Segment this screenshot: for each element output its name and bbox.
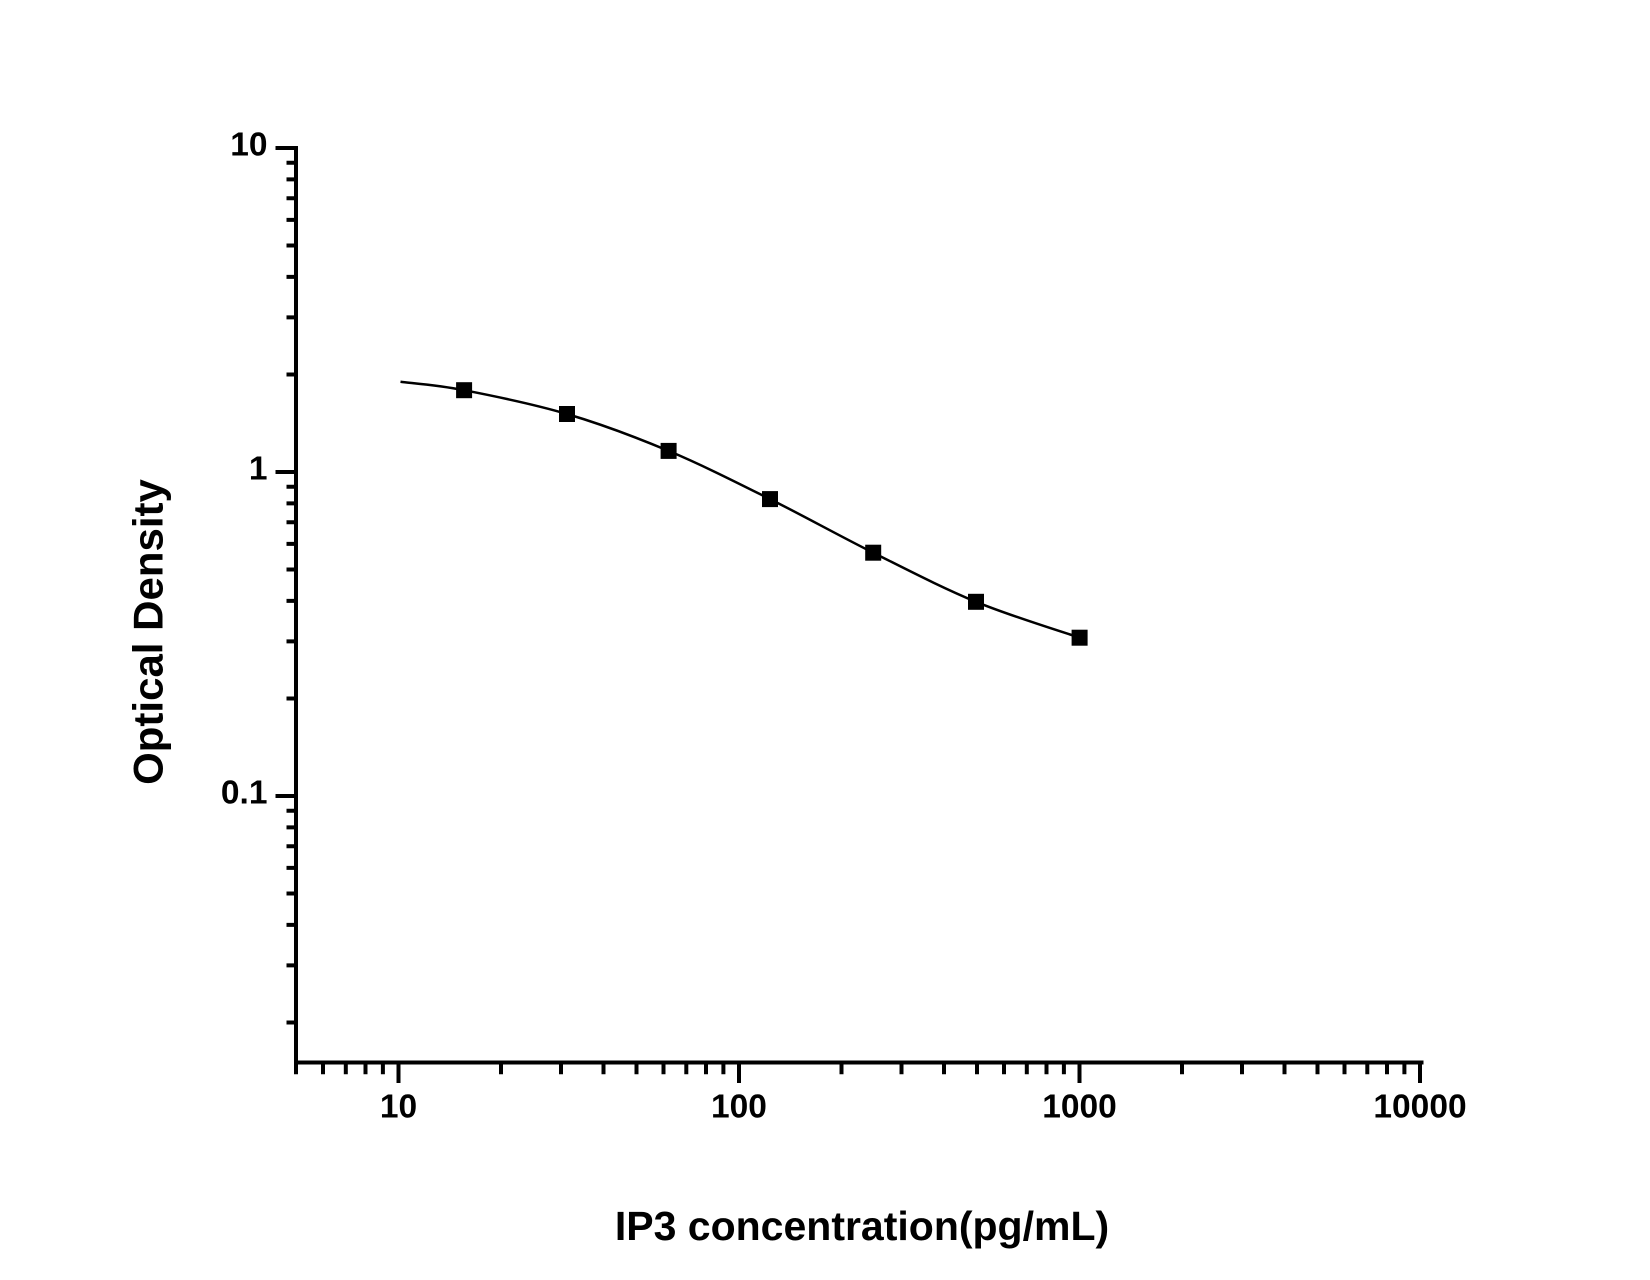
svg-text:10: 10 [380, 1089, 417, 1126]
svg-text:1: 1 [249, 451, 268, 488]
svg-text:10000: 10000 [1373, 1089, 1466, 1126]
svg-text:10: 10 [230, 127, 267, 164]
svg-text:1000: 1000 [1042, 1089, 1117, 1126]
svg-text:100: 100 [711, 1089, 767, 1126]
svg-text:Optical Density: Optical Density [125, 478, 172, 784]
svg-text:IP3 concentration(pg/mL): IP3 concentration(pg/mL) [615, 1203, 1109, 1249]
svg-text:0.1: 0.1 [221, 775, 268, 812]
